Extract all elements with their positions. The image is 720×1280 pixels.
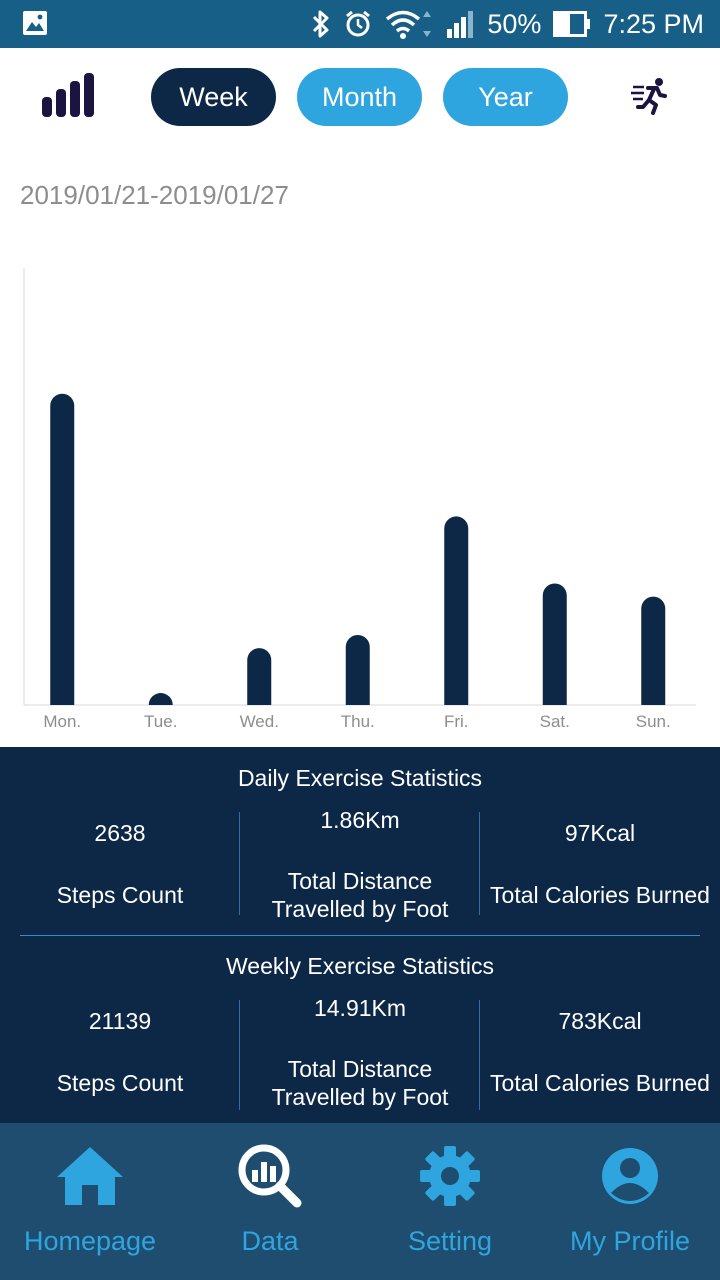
x-tick-label: Sun. (636, 712, 671, 731)
section-divider (20, 935, 700, 936)
x-tick-label: Thu. (341, 712, 375, 731)
date-range: 2019/01/21-2019/01/27 (20, 180, 289, 210)
bar-sat[interactable] (542, 583, 567, 705)
status-bar: 50% 7:25 PM (0, 0, 720, 48)
tab-month[interactable]: Month (297, 68, 422, 126)
weekly-calories-label: Total Calories Burned (490, 1070, 710, 1096)
weekly-distance-label-2: Travelled by Foot (271, 1084, 449, 1110)
battery-icon (553, 11, 591, 37)
bar-mon[interactable] (50, 393, 75, 705)
weekly-distance-value: 14.91Km (313, 995, 407, 1021)
bar-thu[interactable] (345, 634, 370, 705)
bar-wed[interactable] (247, 648, 272, 705)
daily-divider-1 (239, 812, 240, 915)
nav-homepage[interactable]: Homepage (0, 1123, 180, 1280)
x-tick-label: Tue. (144, 712, 177, 731)
weekly-divider-1 (239, 1000, 240, 1110)
stats-panel: Daily Exercise Statistics 2638 Steps Cou… (0, 747, 720, 1123)
profile-icon (597, 1143, 663, 1214)
weekly-steps-label: Steps Count (56, 1070, 184, 1096)
daily-divider-2 (479, 812, 480, 915)
daily-calories-label: Total Calories Burned (490, 882, 710, 908)
bottom-navigation: Homepage Data (0, 1123, 720, 1280)
nav-data-label: Data (241, 1226, 299, 1256)
x-tick-label: Mon. (43, 712, 81, 731)
weekly-steps-value: 21139 (88, 1008, 152, 1034)
bar-fri[interactable] (444, 516, 469, 705)
nav-homepage-label: Homepage (23, 1226, 157, 1256)
x-tick-label: Sat. (540, 712, 570, 731)
daily-distance-label-1: Total Distance (287, 868, 433, 894)
nav-my-profile-label: My Profile (569, 1226, 691, 1256)
steps-bar-chart: Mon. Tue. Wed. Thu. Fri. Sat. Sun. (23, 268, 696, 731)
home-icon (54, 1143, 126, 1214)
signal-bars-icon[interactable] (40, 70, 100, 125)
daily-steps-value: 2638 (94, 820, 146, 846)
daily-steps-label: Steps Count (56, 882, 184, 908)
weekly-calories-value: 783Kcal (558, 1008, 642, 1034)
nav-setting-label: Setting (407, 1226, 493, 1256)
daily-stats-title: Daily Exercise Statistics (237, 765, 483, 791)
running-person-icon[interactable] (630, 76, 670, 121)
nav-setting[interactable]: Setting (360, 1123, 540, 1280)
battery-percent: 50% (487, 8, 542, 39)
daily-distance-value: 1.86Km (320, 807, 400, 833)
signal-icon (445, 9, 475, 39)
weekly-distance-label-1: Total Distance (287, 1056, 433, 1082)
tab-year[interactable]: Year (443, 68, 568, 126)
top-toolbar: Week Month Year (0, 48, 720, 148)
bluetooth-icon (311, 9, 331, 39)
data-search-icon (237, 1143, 303, 1214)
nav-data[interactable]: Data (180, 1123, 360, 1280)
weekly-stats-title: Weekly Exercise Statistics (226, 953, 494, 979)
x-tick-label: Fri. (444, 712, 469, 731)
nav-my-profile[interactable]: My Profile (540, 1123, 720, 1280)
tab-week[interactable]: Week (151, 68, 276, 126)
bar-sun[interactable] (641, 596, 666, 705)
gallery-notification-icon (22, 10, 48, 36)
x-tick-label: Wed. (240, 712, 279, 731)
daily-calories-value: 97Kcal (564, 820, 636, 846)
wifi-icon (385, 8, 433, 40)
gear-icon (417, 1143, 483, 1214)
daily-distance-label-2: Travelled by Foot (271, 896, 449, 922)
alarm-icon (343, 9, 373, 39)
weekly-divider-2 (479, 1000, 480, 1110)
bar-tue[interactable] (148, 693, 173, 705)
clock-time: 7:25 PM (603, 8, 704, 39)
